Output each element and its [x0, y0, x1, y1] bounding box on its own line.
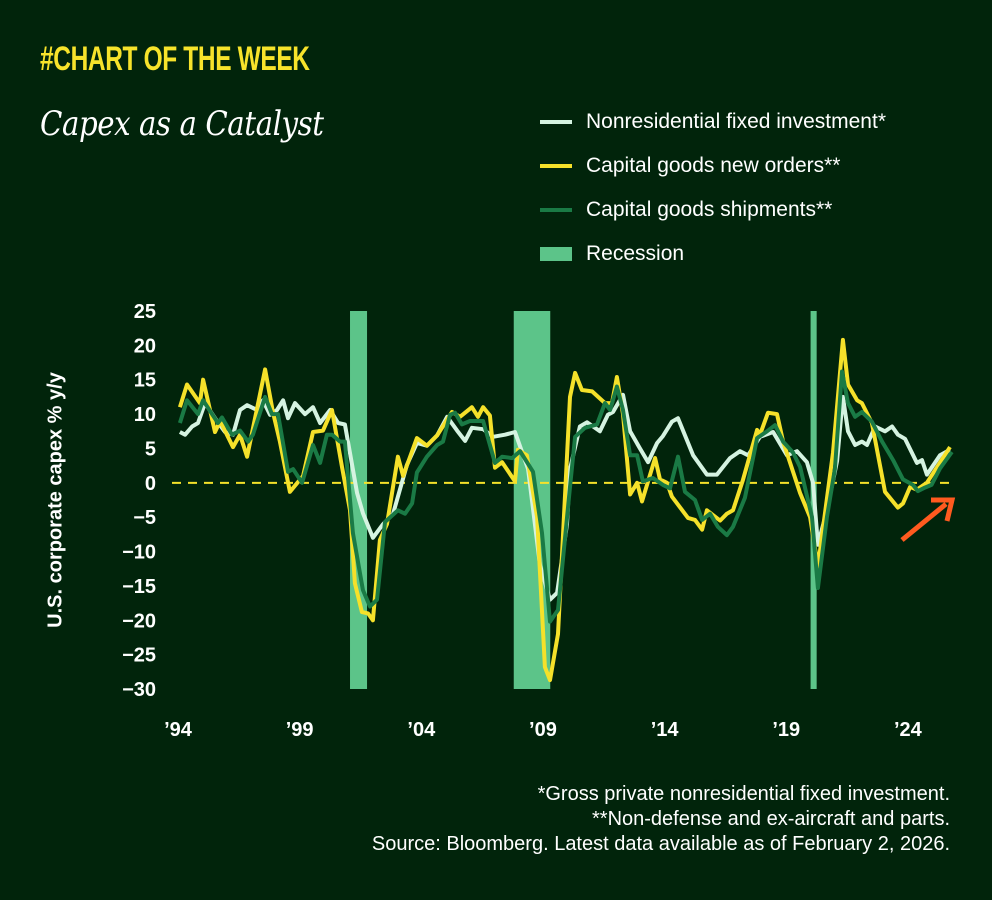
y-tick-label: −30: [122, 679, 156, 701]
legend-item-nonresidential: Nonresidential fixed investment*: [540, 100, 886, 144]
y-tick-label: 5: [145, 438, 156, 460]
x-tick-label: ’19: [772, 719, 800, 741]
legend-item-new-orders: Capital goods new orders**: [540, 144, 886, 188]
x-tick-label: ’99: [286, 719, 314, 741]
series-line-new-orders: [177, 337, 952, 683]
legend-swatch-nonresidential: [540, 120, 572, 124]
legend-swatch-shipments: [540, 208, 572, 212]
footnote-1: *Gross private nonresidential fixed inve…: [537, 783, 950, 805]
trend-arrow-shaft: [900, 502, 948, 542]
x-tick-label: ’94: [164, 719, 193, 741]
legend-item-shipments: Capital goods shipments**: [540, 188, 886, 232]
chart-title: Capex as a Catalyst: [40, 104, 324, 144]
footnote-2: **Non-defense and ex-aircraft and parts.: [592, 808, 950, 830]
y-axis-label: U.S. corporate capex % y/y: [44, 372, 67, 628]
legend-label: Capital goods shipments**: [586, 198, 833, 221]
y-tick-label: −20: [122, 610, 156, 632]
legend: Nonresidential fixed investment* Capital…: [540, 100, 886, 276]
legend-label: Recession: [586, 242, 685, 265]
legend-swatch-new-orders: [540, 164, 572, 168]
trend-arrow-icon: [931, 497, 956, 522]
y-tick-label: −5: [133, 507, 156, 529]
footnotes: *Gross private nonresidential fixed inve…: [372, 782, 950, 857]
legend-item-recession: Recession: [540, 232, 886, 276]
y-tick-label: 15: [134, 370, 156, 392]
y-tick-label: −15: [122, 576, 156, 598]
source-note: Source: Bloomberg. Latest data available…: [371, 833, 950, 855]
y-tick-label: −10: [122, 542, 156, 564]
y-tick-label: 10: [134, 404, 156, 426]
legend-label: Capital goods new orders**: [586, 154, 841, 177]
legend-swatch-recession: [540, 247, 572, 261]
x-tick-label: ’04: [407, 719, 436, 741]
legend-label: Nonresidential fixed investment*: [586, 110, 886, 133]
x-tick-label: ’14: [651, 719, 680, 741]
y-tick-label: 25: [134, 301, 156, 323]
x-tick-label: ’24: [894, 719, 923, 741]
x-tick-label: ’09: [529, 719, 557, 741]
y-tick-label: 0: [145, 473, 156, 495]
y-tick-label: 20: [134, 335, 156, 357]
kicker-label: #CHART OF THE WEEK: [40, 40, 310, 78]
y-tick-label: −25: [122, 645, 156, 667]
series-line-shipments: [177, 369, 954, 624]
